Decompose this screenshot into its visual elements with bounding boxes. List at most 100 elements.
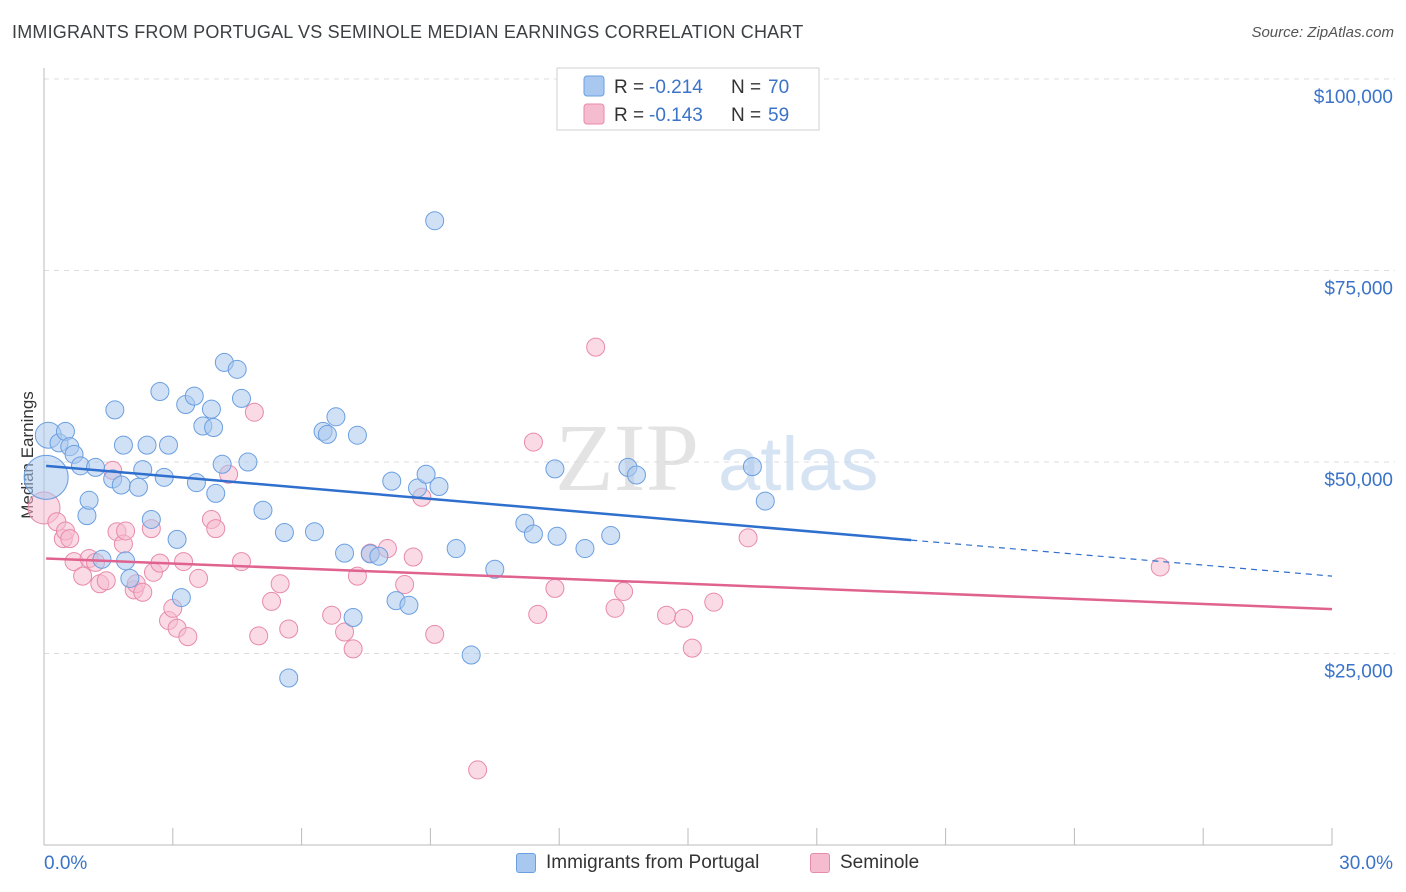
portugal-point — [204, 418, 224, 438]
portugal-point — [343, 607, 363, 627]
seminole-point — [1150, 557, 1170, 577]
portugal-point — [133, 460, 153, 480]
portugal-point — [317, 424, 337, 444]
seminole-point — [343, 639, 363, 659]
portugal-point — [212, 454, 232, 474]
portugal-trend-extension — [911, 539, 1333, 577]
portugal-point — [382, 471, 402, 491]
portugal-point — [369, 546, 389, 566]
seminole-point — [674, 608, 694, 628]
portugal-point — [326, 407, 346, 427]
portugal-point — [335, 543, 355, 563]
portugal-point — [399, 595, 419, 615]
seminole-point — [704, 592, 724, 612]
x-tick-label-min: 0.0% — [44, 853, 87, 874]
portugal-point — [575, 539, 595, 559]
portugal-point — [545, 459, 565, 479]
seminole-point — [60, 529, 80, 549]
seminole-point — [605, 598, 625, 618]
x-ticks — [43, 828, 1333, 845]
watermark-atlas: atlas — [718, 422, 879, 507]
portugal-point — [184, 386, 204, 406]
legend-r-label-pink: R = — [614, 105, 644, 126]
y-tick-label: $75,000 — [1324, 279, 1393, 300]
seminole-point — [657, 605, 677, 625]
seminole-point — [528, 604, 548, 624]
trend-lines — [46, 464, 1333, 611]
seminole-point — [244, 402, 264, 422]
portugal-point — [159, 435, 179, 455]
portugal-points — [23, 211, 775, 688]
portugal-point — [206, 483, 226, 503]
legend-r-label-blue: R = — [614, 77, 644, 98]
portugal-point — [201, 399, 221, 419]
seminole-point — [73, 566, 93, 586]
x-tick-labels: 0.0% 30.0% — [44, 853, 1393, 874]
seminole-point — [116, 521, 136, 541]
portugal-trend-line — [46, 464, 912, 542]
seminole-point — [586, 337, 606, 357]
seminole-point — [189, 568, 209, 588]
seminole-point — [614, 581, 634, 601]
seminole-point — [738, 528, 758, 548]
seminole-point — [523, 432, 543, 452]
seminole-point — [403, 547, 423, 567]
portugal-point — [171, 588, 191, 608]
portugal-point — [186, 473, 206, 493]
source-credit: Source: ZipAtlas.com — [1251, 24, 1394, 41]
legend-item-seminole: Seminole — [810, 852, 919, 874]
seminole-point — [249, 626, 269, 646]
seminole-point — [682, 638, 702, 658]
legend-r-value-blue: -0.214 — [649, 77, 703, 98]
seminole-point — [395, 575, 415, 595]
portugal-point — [86, 457, 106, 477]
seminole-point — [133, 582, 153, 602]
portugal-point — [79, 490, 99, 510]
seminole-point — [206, 519, 226, 539]
y-tick-labels: $25,000 $50,000 $75,000 $100,000 — [1314, 87, 1393, 683]
portugal-point — [150, 382, 170, 402]
portugal-point — [485, 559, 505, 579]
seminole-point — [231, 552, 251, 572]
legend-swatch-blue — [583, 75, 605, 97]
seminole-point — [270, 574, 290, 594]
portugal-point — [601, 526, 621, 546]
legend-r-value-pink: -0.143 — [649, 105, 703, 126]
legend-n-value-blue: 70 — [768, 77, 789, 98]
y-tick-label: $25,000 — [1324, 662, 1393, 683]
seminole-point — [468, 760, 488, 780]
portugal-point — [253, 500, 273, 520]
portugal-point — [113, 435, 133, 455]
portugal-point — [742, 457, 762, 477]
portugal-point — [137, 435, 157, 455]
portugal-point — [23, 454, 69, 500]
seminole-point — [262, 591, 282, 611]
portugal-point — [461, 645, 481, 665]
seminole-point — [545, 578, 565, 598]
portugal-point — [547, 526, 567, 546]
y-tick-label: $50,000 — [1324, 470, 1393, 491]
seminole-trend-line — [46, 557, 1333, 611]
seminole-point — [279, 619, 299, 639]
portugal-point — [755, 491, 775, 511]
seminole-point — [335, 622, 355, 642]
seminole-point — [96, 571, 116, 591]
portugal-point — [238, 452, 258, 472]
seminole-point — [425, 624, 445, 644]
portugal-point — [111, 475, 131, 495]
legend-swatch-seminole — [810, 853, 830, 873]
y-tick-label: $100,000 — [1314, 87, 1393, 108]
portugal-point — [231, 388, 251, 408]
watermark: ZIP atlas — [555, 404, 879, 511]
x-tick-label-max: 30.0% — [1339, 853, 1393, 874]
legend-n-label-pink: N = — [731, 105, 761, 126]
legend-top: R = -0.214 N = 70 R = -0.143 N = 59 — [556, 67, 820, 131]
legend-n-value-pink: 59 — [768, 105, 789, 126]
portugal-point — [425, 211, 445, 231]
legend-bottom: Immigrants from Portugal Seminole — [0, 848, 1406, 880]
legend-swatch-portugal — [516, 853, 536, 873]
legend-label-seminole: Seminole — [840, 852, 920, 873]
legend-n-label-blue: N = — [731, 77, 761, 98]
portugal-point — [626, 465, 646, 485]
